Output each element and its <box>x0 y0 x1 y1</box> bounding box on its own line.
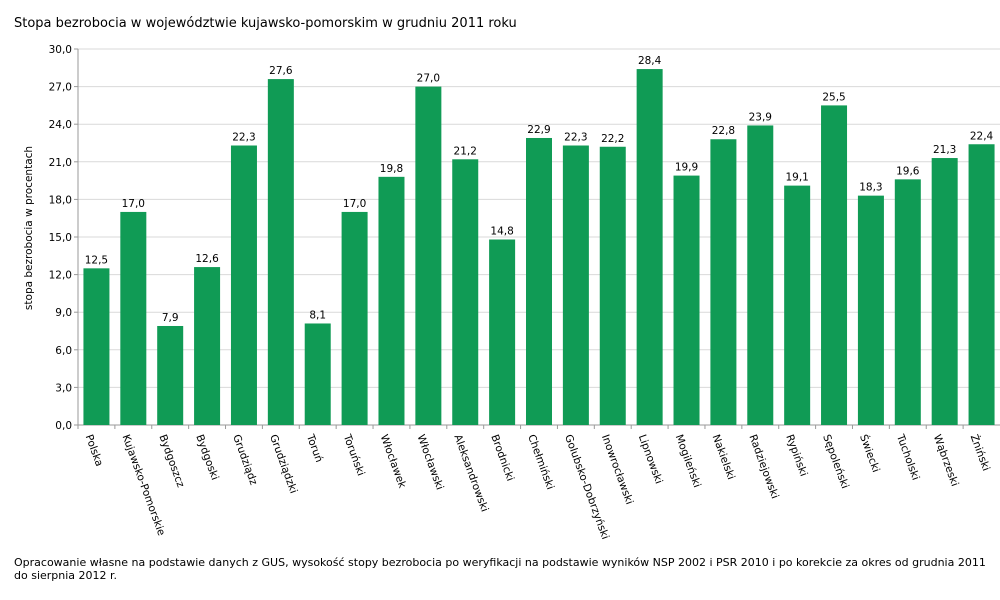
y-tick-label: 15,0 <box>49 232 72 244</box>
data-label: 12,6 <box>195 253 219 265</box>
data-label: 17,0 <box>122 198 145 210</box>
y-tick-label: 27,0 <box>49 82 72 94</box>
bar <box>968 144 995 425</box>
data-label: 8,1 <box>309 309 326 321</box>
data-label: 14,8 <box>490 226 513 238</box>
category-label: Grudziądz <box>230 433 260 487</box>
category-label: Tucholski <box>894 432 922 482</box>
y-tick-label: 9,0 <box>55 307 72 319</box>
category-label: Polska <box>83 433 106 468</box>
bar <box>304 323 331 425</box>
data-label: 27,6 <box>269 65 293 77</box>
bar <box>489 239 516 425</box>
data-label: 28,4 <box>638 55 662 67</box>
data-label: 27,0 <box>417 73 440 85</box>
data-label: 21,2 <box>454 145 477 157</box>
category-label: Kujawsko-Pomorskie <box>120 433 168 537</box>
bar <box>230 145 257 426</box>
category-label: Rypiński <box>783 433 809 478</box>
data-label: 18,3 <box>859 182 882 194</box>
category-label: Bydgoszcz <box>156 433 186 490</box>
y-tick-label: 12,0 <box>49 270 72 282</box>
y-tick-label: 3,0 <box>55 382 72 394</box>
data-label: 22,3 <box>564 132 587 144</box>
bar <box>784 185 811 425</box>
data-label: 22,9 <box>527 124 550 136</box>
category-label: Toruński <box>340 432 366 478</box>
chart-title: Stopa bezrobocia w województwie kujawsko… <box>14 16 517 31</box>
data-label: 19,9 <box>675 162 698 174</box>
y-tick-label: 21,0 <box>49 157 72 169</box>
bar <box>83 268 110 425</box>
data-label: 19,6 <box>896 165 920 177</box>
bar <box>157 325 184 425</box>
category-label: Lipnowski <box>636 433 665 486</box>
bar <box>857 195 884 425</box>
bar <box>526 137 552 425</box>
data-label: 22,3 <box>232 132 255 144</box>
bars <box>83 69 995 426</box>
data-label: 19,1 <box>785 172 808 184</box>
bar <box>341 211 368 425</box>
data-label: 19,8 <box>380 163 403 175</box>
y-tick-label: 24,0 <box>49 119 72 131</box>
category-label: Sępoleński <box>820 433 851 490</box>
bar <box>747 125 774 425</box>
bar <box>378 176 405 425</box>
bar <box>894 179 921 425</box>
data-label: 17,0 <box>343 198 366 210</box>
category-label: Włocławek <box>378 433 409 491</box>
y-tick-label: 18,0 <box>49 194 72 206</box>
bar <box>931 158 958 426</box>
bar <box>452 159 479 425</box>
category-label: Radziejowski <box>746 433 780 500</box>
source-footnote: Opracowanie własne na podstawie danych z… <box>14 556 986 582</box>
category-label: Mogileński <box>673 433 703 489</box>
bar <box>673 175 700 425</box>
y-tick-label: 0,0 <box>55 420 72 432</box>
category-label: Świecki <box>857 433 883 474</box>
y-axis-label: stopa bezrobocia w procentach <box>23 146 35 310</box>
category-label: Toruń <box>304 432 325 464</box>
data-label: 22,8 <box>712 125 735 137</box>
category-label: Wąbrzeski <box>931 433 961 488</box>
bar <box>267 79 294 425</box>
bar <box>599 146 626 425</box>
data-label: 21,3 <box>933 144 956 156</box>
category-label: Grudziądzki <box>267 433 299 495</box>
bar <box>821 105 848 426</box>
category-label: Chełmiński <box>525 433 556 491</box>
category-label: Aleksandrowski <box>451 433 490 514</box>
data-label: 25,5 <box>822 91 845 103</box>
labels: 0,0 3,0 6,0 9,0 12,0 15,0 18,0 21,0 24,0 27,0 30,0… <box>49 44 994 541</box>
category-label: Bydgoski <box>193 433 221 482</box>
bar <box>194 267 221 425</box>
bar <box>562 145 589 426</box>
category-label: Inowrocławski <box>599 433 635 506</box>
y-tick-label: 30,0 <box>49 44 72 56</box>
bar <box>120 211 147 425</box>
data-label: 22,4 <box>970 130 994 142</box>
category-label: Brodnicki <box>488 433 516 483</box>
data-label: 12,5 <box>85 254 108 266</box>
category-label: Włocławski <box>415 433 446 492</box>
bar <box>415 86 442 425</box>
category-label: Nakielski <box>710 433 737 481</box>
data-label: 23,9 <box>749 111 772 123</box>
y-tick-label: 6,0 <box>55 345 72 357</box>
data-label: 22,2 <box>601 133 624 145</box>
data-label: 7,9 <box>162 312 179 324</box>
bar <box>710 139 737 426</box>
category-label: Żniński <box>968 433 993 473</box>
bar <box>636 69 663 425</box>
